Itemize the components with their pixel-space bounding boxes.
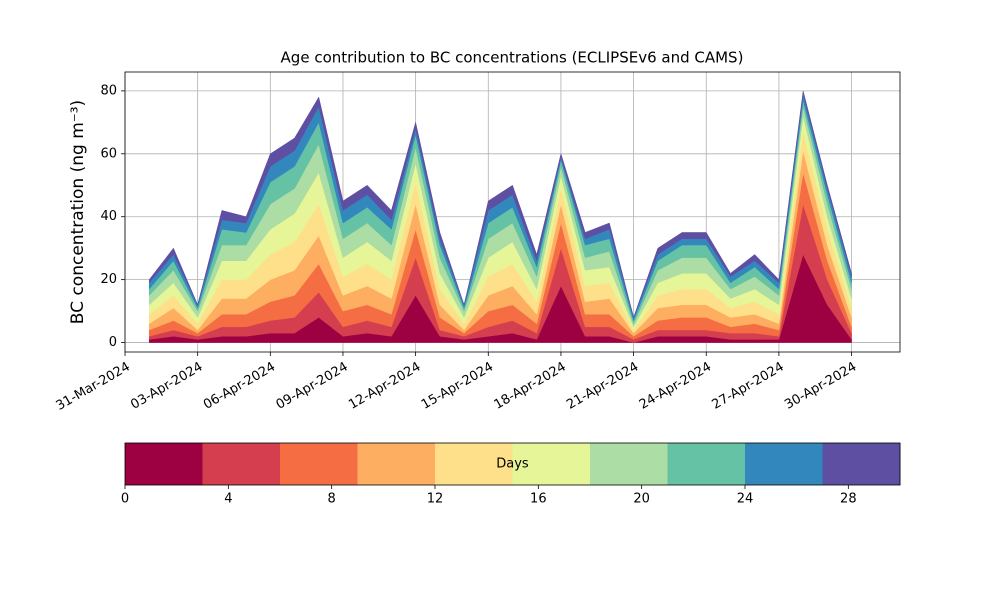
colorbar-band (202, 443, 281, 485)
colorbar-band (280, 443, 358, 485)
x-tick-label: 27-Apr-2024 (710, 360, 787, 413)
colorbar-band (822, 443, 901, 485)
y-tick-label: 0 (109, 335, 117, 350)
y-tick-label: 80 (100, 83, 117, 98)
colorbar-tick-label: 16 (530, 492, 547, 507)
colorbar-tick-label: 20 (633, 492, 650, 507)
x-tick-label: 03-Apr-2024 (128, 360, 205, 413)
area-layer (148, 90, 852, 319)
colorbar-tick-label: 12 (427, 492, 444, 507)
chart-title: Age contribution to BC concentrations (E… (281, 49, 744, 67)
colorbar-band (667, 443, 746, 485)
x-tick-label: 24-Apr-2024 (637, 360, 714, 413)
colorbar-tick-label: 4 (224, 492, 232, 507)
colorbar-tick-label: 0 (121, 492, 129, 507)
colorbar-band (435, 443, 513, 485)
x-tick-label: 18-Apr-2024 (492, 360, 569, 413)
y-axis-label: BC concentration (ng m⁻³) (68, 100, 88, 324)
colorbar-tick-label: 8 (328, 492, 336, 507)
y-tick-label: 60 (100, 146, 117, 161)
x-tick-label: 30-Apr-2024 (782, 360, 859, 413)
colorbar-band (745, 443, 823, 485)
plot-frame (124, 71, 901, 353)
colorbar-frame (124, 442, 901, 486)
y-tick-label: 20 (100, 272, 117, 287)
x-tick-label: 06-Apr-2024 (201, 360, 278, 413)
colorbar-band (512, 443, 591, 485)
colorbar-tick-label: 28 (840, 492, 857, 507)
colorbar-band (590, 443, 668, 485)
colorbar-band (125, 443, 203, 485)
colorbar-band (357, 443, 436, 485)
x-tick-label: 21-Apr-2024 (564, 360, 641, 413)
colorbar-tick-label: 24 (737, 492, 754, 507)
x-tick-label: 15-Apr-2024 (419, 360, 496, 413)
y-tick-label: 40 (100, 209, 117, 224)
x-tick-label: 12-Apr-2024 (346, 360, 423, 413)
x-tick-label: 31-Mar-2024 (54, 360, 133, 414)
colorbar-label: Days (496, 457, 529, 472)
x-tick-label: 09-Apr-2024 (274, 360, 351, 413)
